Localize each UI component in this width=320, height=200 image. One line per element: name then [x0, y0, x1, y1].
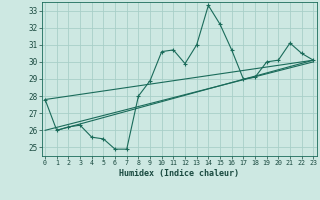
X-axis label: Humidex (Indice chaleur): Humidex (Indice chaleur) [119, 169, 239, 178]
